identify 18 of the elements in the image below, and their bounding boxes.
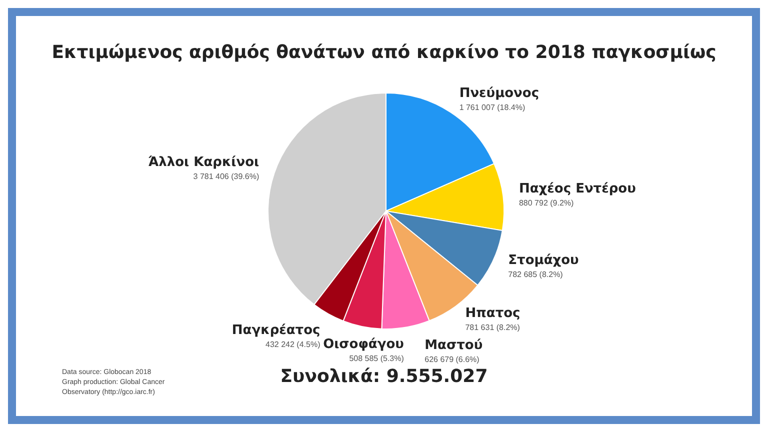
data-label: 1 761 007 (18.4%) [459, 102, 526, 112]
data-label: 880 792 (9.2%) [518, 198, 574, 208]
slice-label: Πνεύμονος [459, 86, 540, 101]
data-label: 3 781 406 (39.6%) [193, 172, 260, 181]
data-label: 782 685 (8.2%) [508, 270, 564, 280]
slice-label: Οισοφάγου [323, 337, 404, 352]
slice-label: Στομάχου [508, 253, 580, 268]
slice-label: Παγκρέατος [232, 322, 320, 338]
data-label: 508 585 (5.3%) [349, 354, 404, 364]
slice-label: Μαστού [424, 338, 483, 354]
data-label: 781 631 (8.2%) [465, 323, 520, 332]
chart-title: Εκτιμώμενος αριθμός θανάτων από καρκίνο το 2018 παγκοσμίως [50, 42, 718, 63]
data-label: 626 679 (6.6%) [424, 355, 480, 364]
data-label: 432 242 (4.5%) [266, 340, 321, 349]
slice-label: Ηπατος [465, 306, 520, 322]
slice-label: Παχέος Εντέρου [518, 182, 636, 197]
slice-label: Άλλοι Καρκίνοι [148, 154, 260, 170]
text: Συνολικά: 9.555.027 [280, 366, 488, 387]
